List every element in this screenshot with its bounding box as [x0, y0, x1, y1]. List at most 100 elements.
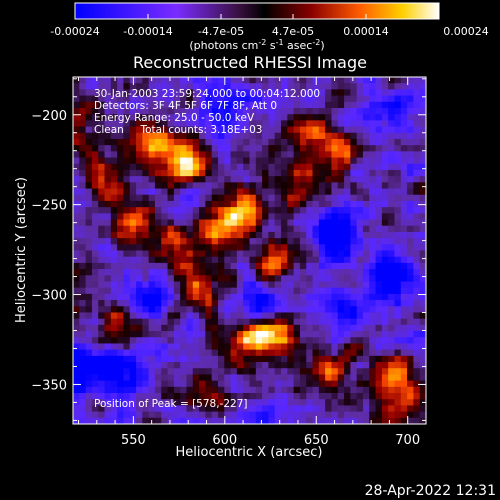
heatmap-cell [419, 238, 426, 245]
heatmap-cell [154, 374, 162, 382]
heatmap-cell [281, 380, 288, 388]
heatmap-cell [230, 194, 238, 202]
heatmap-cell [407, 337, 414, 344]
heatmap-cell [287, 176, 295, 183]
heatmap-cell [91, 393, 99, 400]
heatmap-cell [369, 417, 376, 424]
heatmap-cell [167, 151, 175, 158]
heatmap-cell [388, 213, 395, 220]
heatmap-cell [262, 95, 269, 103]
heatmap-cell [117, 163, 124, 171]
heatmap-cell [274, 293, 282, 301]
heatmap-cell [388, 176, 395, 183]
heatmap-cell [110, 219, 118, 227]
heatmap-cell [262, 213, 269, 220]
heatmap-cell [180, 380, 187, 388]
heatmap-cell [186, 362, 194, 369]
heatmap-cell [306, 250, 313, 258]
heatmap-cell [224, 337, 231, 344]
heatmap-cell [85, 107, 93, 115]
heatmap-cell [419, 83, 426, 90]
heatmap-cell [419, 176, 426, 183]
heatmap-cell [98, 275, 105, 282]
heatmap-cell [142, 343, 150, 351]
heatmap-cell [356, 393, 364, 400]
heatmap-cell [142, 126, 150, 134]
heatmap-cell [79, 95, 86, 103]
heatmap-cell [306, 343, 313, 351]
heatmap-cell [110, 132, 118, 140]
heatmap-cell [110, 368, 118, 375]
heatmap-cell [243, 95, 250, 103]
heatmap-cell [344, 250, 351, 258]
heatmap-cell [268, 107, 276, 115]
heatmap-cell [407, 219, 414, 227]
heatmap-cell [173, 83, 181, 90]
heatmap-cell [325, 331, 332, 338]
heatmap-cell [274, 417, 282, 424]
heatmap-cell [362, 331, 370, 338]
heatmap-cell [325, 157, 332, 165]
heatmap-cell [236, 337, 244, 344]
heatmap-cell [344, 293, 351, 301]
heatmap-cell [123, 89, 131, 96]
heatmap-cell [262, 399, 269, 406]
heatmap-cell [91, 380, 99, 388]
heatmap-cell [129, 393, 137, 400]
heatmap-cell [325, 176, 332, 183]
heatmap-cell [369, 114, 376, 121]
heatmap-cell [274, 77, 282, 84]
heatmap-cell [419, 417, 426, 424]
heatmap-cell [161, 169, 168, 177]
heatmap-cell [381, 324, 389, 332]
heatmap-cell [419, 393, 426, 400]
heatmap-cell [287, 331, 295, 338]
heatmap-cell [255, 169, 263, 177]
heatmap-cell [217, 306, 225, 313]
heatmap-cell [318, 275, 326, 282]
heatmap-cell [136, 238, 143, 245]
heatmap-cell [312, 269, 320, 276]
heatmap-cell [192, 188, 200, 196]
heatmap-cell [224, 120, 231, 127]
heatmap-cell [299, 275, 307, 282]
heatmap-cell [362, 349, 370, 357]
heatmap-cell [407, 145, 414, 152]
heatmap-cell [154, 107, 162, 115]
heatmap-cell [274, 200, 282, 208]
heatmap-cell [123, 163, 131, 171]
heatmap-cell [350, 337, 358, 344]
heatmap-cell [249, 95, 257, 103]
heatmap-cell [79, 89, 86, 96]
heatmap-cell [299, 337, 307, 344]
heatmap-cell [243, 405, 250, 413]
heatmap-cell [419, 318, 426, 326]
heatmap-cell [394, 132, 402, 140]
heatmap-cell [129, 176, 137, 183]
heatmap-cell [142, 324, 150, 332]
heatmap-cell [287, 231, 295, 239]
heatmap-cell [192, 281, 200, 289]
heatmap-cell [274, 244, 282, 251]
heatmap-cell [173, 89, 181, 96]
heatmap-cell [356, 362, 364, 369]
heatmap-cell [110, 89, 118, 96]
heatmap-cell [85, 374, 93, 382]
heatmap-cell [211, 225, 219, 233]
heatmap-cell [249, 300, 257, 307]
heatmap-cell [192, 219, 200, 227]
heatmap-cell [136, 83, 143, 90]
heatmap-cell [224, 77, 231, 84]
heatmap-cell [98, 176, 105, 183]
heatmap-cell [331, 300, 339, 307]
heatmap-cell [117, 269, 124, 276]
heatmap-cell [79, 244, 86, 251]
heatmap-cell [262, 417, 269, 424]
heatmap-cell [236, 151, 244, 158]
heatmap-cell [337, 132, 345, 140]
heatmap-cell [154, 399, 162, 406]
heatmap-cell [306, 169, 313, 177]
heatmap-cell [230, 169, 238, 177]
heatmap-cell [110, 225, 118, 233]
heatmap-cell [350, 225, 358, 233]
